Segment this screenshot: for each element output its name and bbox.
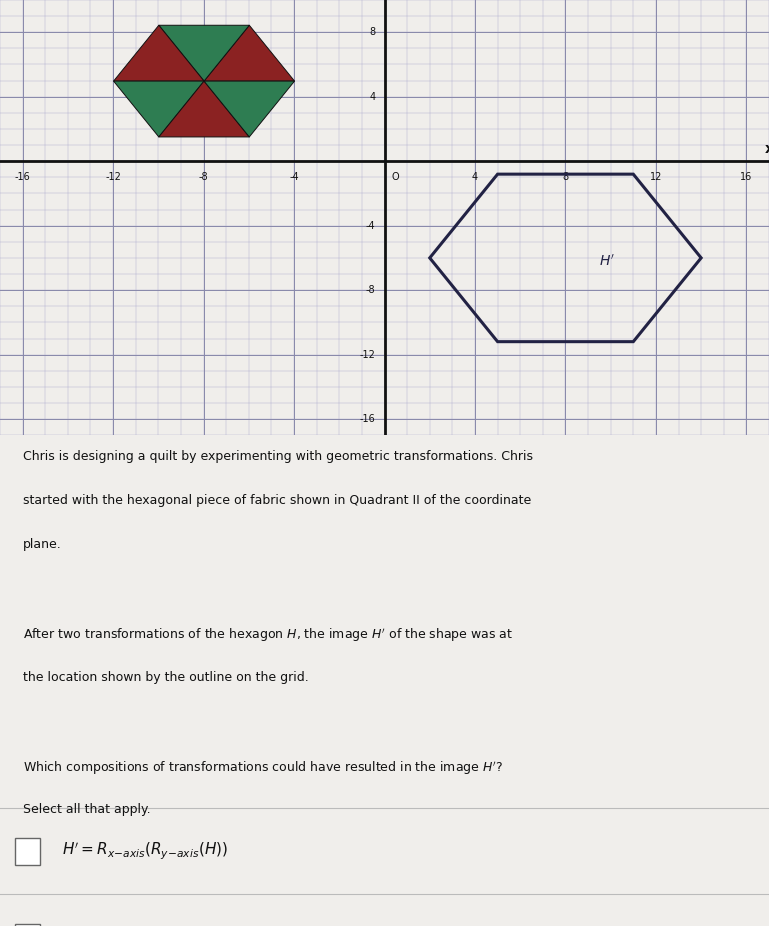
Text: -12: -12: [105, 172, 121, 182]
Text: -16: -16: [15, 172, 31, 182]
Text: plane.: plane.: [23, 538, 62, 551]
Text: started with the hexagonal piece of fabric shown in Quadrant II of the coordinat: started with the hexagonal piece of fabr…: [23, 494, 531, 507]
Text: -4: -4: [289, 172, 299, 182]
Text: $H'$: $H'$: [599, 254, 615, 269]
Text: After two transformations of the hexagon $H$, the image $H'$ of the shape was at: After two transformations of the hexagon…: [23, 627, 513, 644]
Text: -16: -16: [360, 414, 375, 424]
Text: Which compositions of transformations could have resulted in the image $H'$?: Which compositions of transformations co…: [23, 759, 503, 777]
Text: the location shown by the outline on the grid.: the location shown by the outline on the…: [23, 670, 309, 683]
Text: 8: 8: [562, 172, 568, 182]
Text: x: x: [764, 142, 769, 156]
Text: -4: -4: [366, 220, 375, 231]
Text: Select all that apply.: Select all that apply.: [23, 803, 151, 817]
Text: 4: 4: [472, 172, 478, 182]
FancyBboxPatch shape: [15, 923, 40, 926]
Text: 12: 12: [650, 172, 662, 182]
Text: Chris is designing a quilt by experimenting with geometric transformations. Chri: Chris is designing a quilt by experiment…: [23, 450, 533, 463]
Text: 16: 16: [741, 172, 753, 182]
Text: 4: 4: [369, 92, 375, 102]
FancyBboxPatch shape: [15, 838, 40, 865]
Text: -8: -8: [198, 172, 208, 182]
Text: -8: -8: [366, 285, 375, 295]
Text: 8: 8: [369, 27, 375, 37]
Text: $H' = R_{x\mathrm{-}axis}(R_{y\mathrm{-}axis}(H))$: $H' = R_{x\mathrm{-}axis}(R_{y\mathrm{-}…: [62, 841, 228, 862]
Text: O: O: [391, 172, 399, 182]
Text: -12: -12: [360, 350, 375, 359]
